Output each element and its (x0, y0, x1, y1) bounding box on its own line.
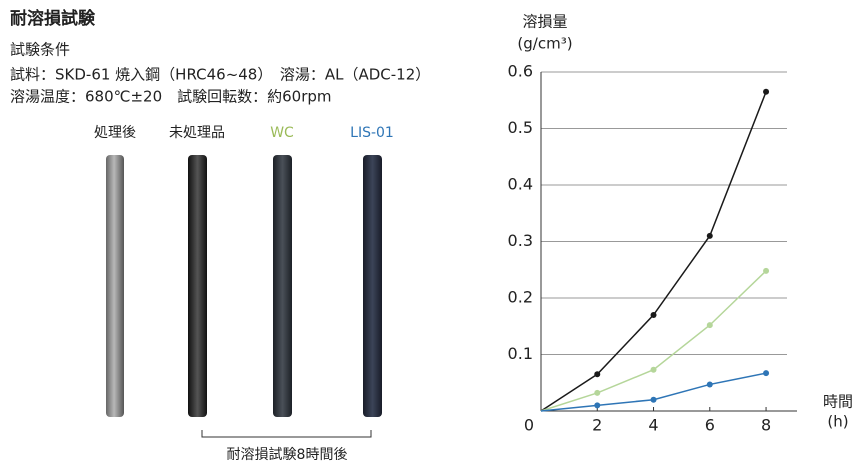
x-tick-label: 8 (761, 416, 771, 435)
condition: 試料：SKD-61 焼入鋼（HRC46~48） 溶湯：AL（ADC-12） (10, 66, 430, 84)
data-point (651, 367, 657, 373)
x-tick-label: 4 (648, 416, 658, 435)
x-tick-label: 0 (524, 416, 534, 435)
data-point (763, 370, 769, 376)
x-axis-label: 時間 (823, 393, 853, 411)
data-point (651, 397, 657, 403)
rod-photo (188, 155, 207, 417)
sample-label: 処理後 (94, 125, 136, 141)
data-point (707, 381, 713, 387)
y-tick-label: 0.6 (508, 62, 533, 81)
data-point (594, 390, 600, 396)
bracket (202, 430, 371, 437)
x-tick-label: 6 (705, 416, 715, 435)
series-line (541, 92, 766, 411)
x-tick-label: 2 (592, 416, 602, 435)
x-axis-label: (h) (827, 413, 848, 431)
y-tick-label: 0.3 (508, 231, 533, 250)
y-tick-label: 0.1 (508, 344, 533, 363)
y-tick-label: 0.2 (508, 288, 533, 307)
y-tick-label: 0.5 (508, 118, 533, 137)
data-point (707, 233, 713, 239)
caption: 耐溶損試験8時間後 (227, 447, 348, 463)
series-line (541, 373, 766, 411)
rod-photo (363, 155, 382, 417)
rod-photo (106, 155, 124, 417)
sample-label: LIS-01 (350, 125, 394, 141)
data-point (594, 402, 600, 408)
sample-label: WC (270, 125, 294, 141)
condition: 溶湯温度：680℃±20 試験回転数：約60rpm (10, 88, 332, 106)
series-line (541, 271, 766, 411)
page: 耐溶損試験 試験条件 試料：SKD-61 焼入鋼（HRC46~48） 溶湯：AL… (0, 0, 858, 464)
data-point (763, 268, 769, 274)
y-axis-label: 溶損量 (522, 13, 567, 31)
data-point (707, 322, 713, 328)
data-point (651, 312, 657, 318)
data-point (594, 371, 600, 377)
data-point (763, 89, 769, 95)
title: 耐溶損試験 (10, 8, 96, 29)
rod-photo (273, 155, 292, 417)
subtitle: 試験条件 (10, 41, 70, 59)
sample-label: 未処理品 (169, 125, 225, 141)
y-tick-label: 0.4 (508, 175, 533, 194)
y-axis-label: (g/cm³) (517, 35, 572, 53)
